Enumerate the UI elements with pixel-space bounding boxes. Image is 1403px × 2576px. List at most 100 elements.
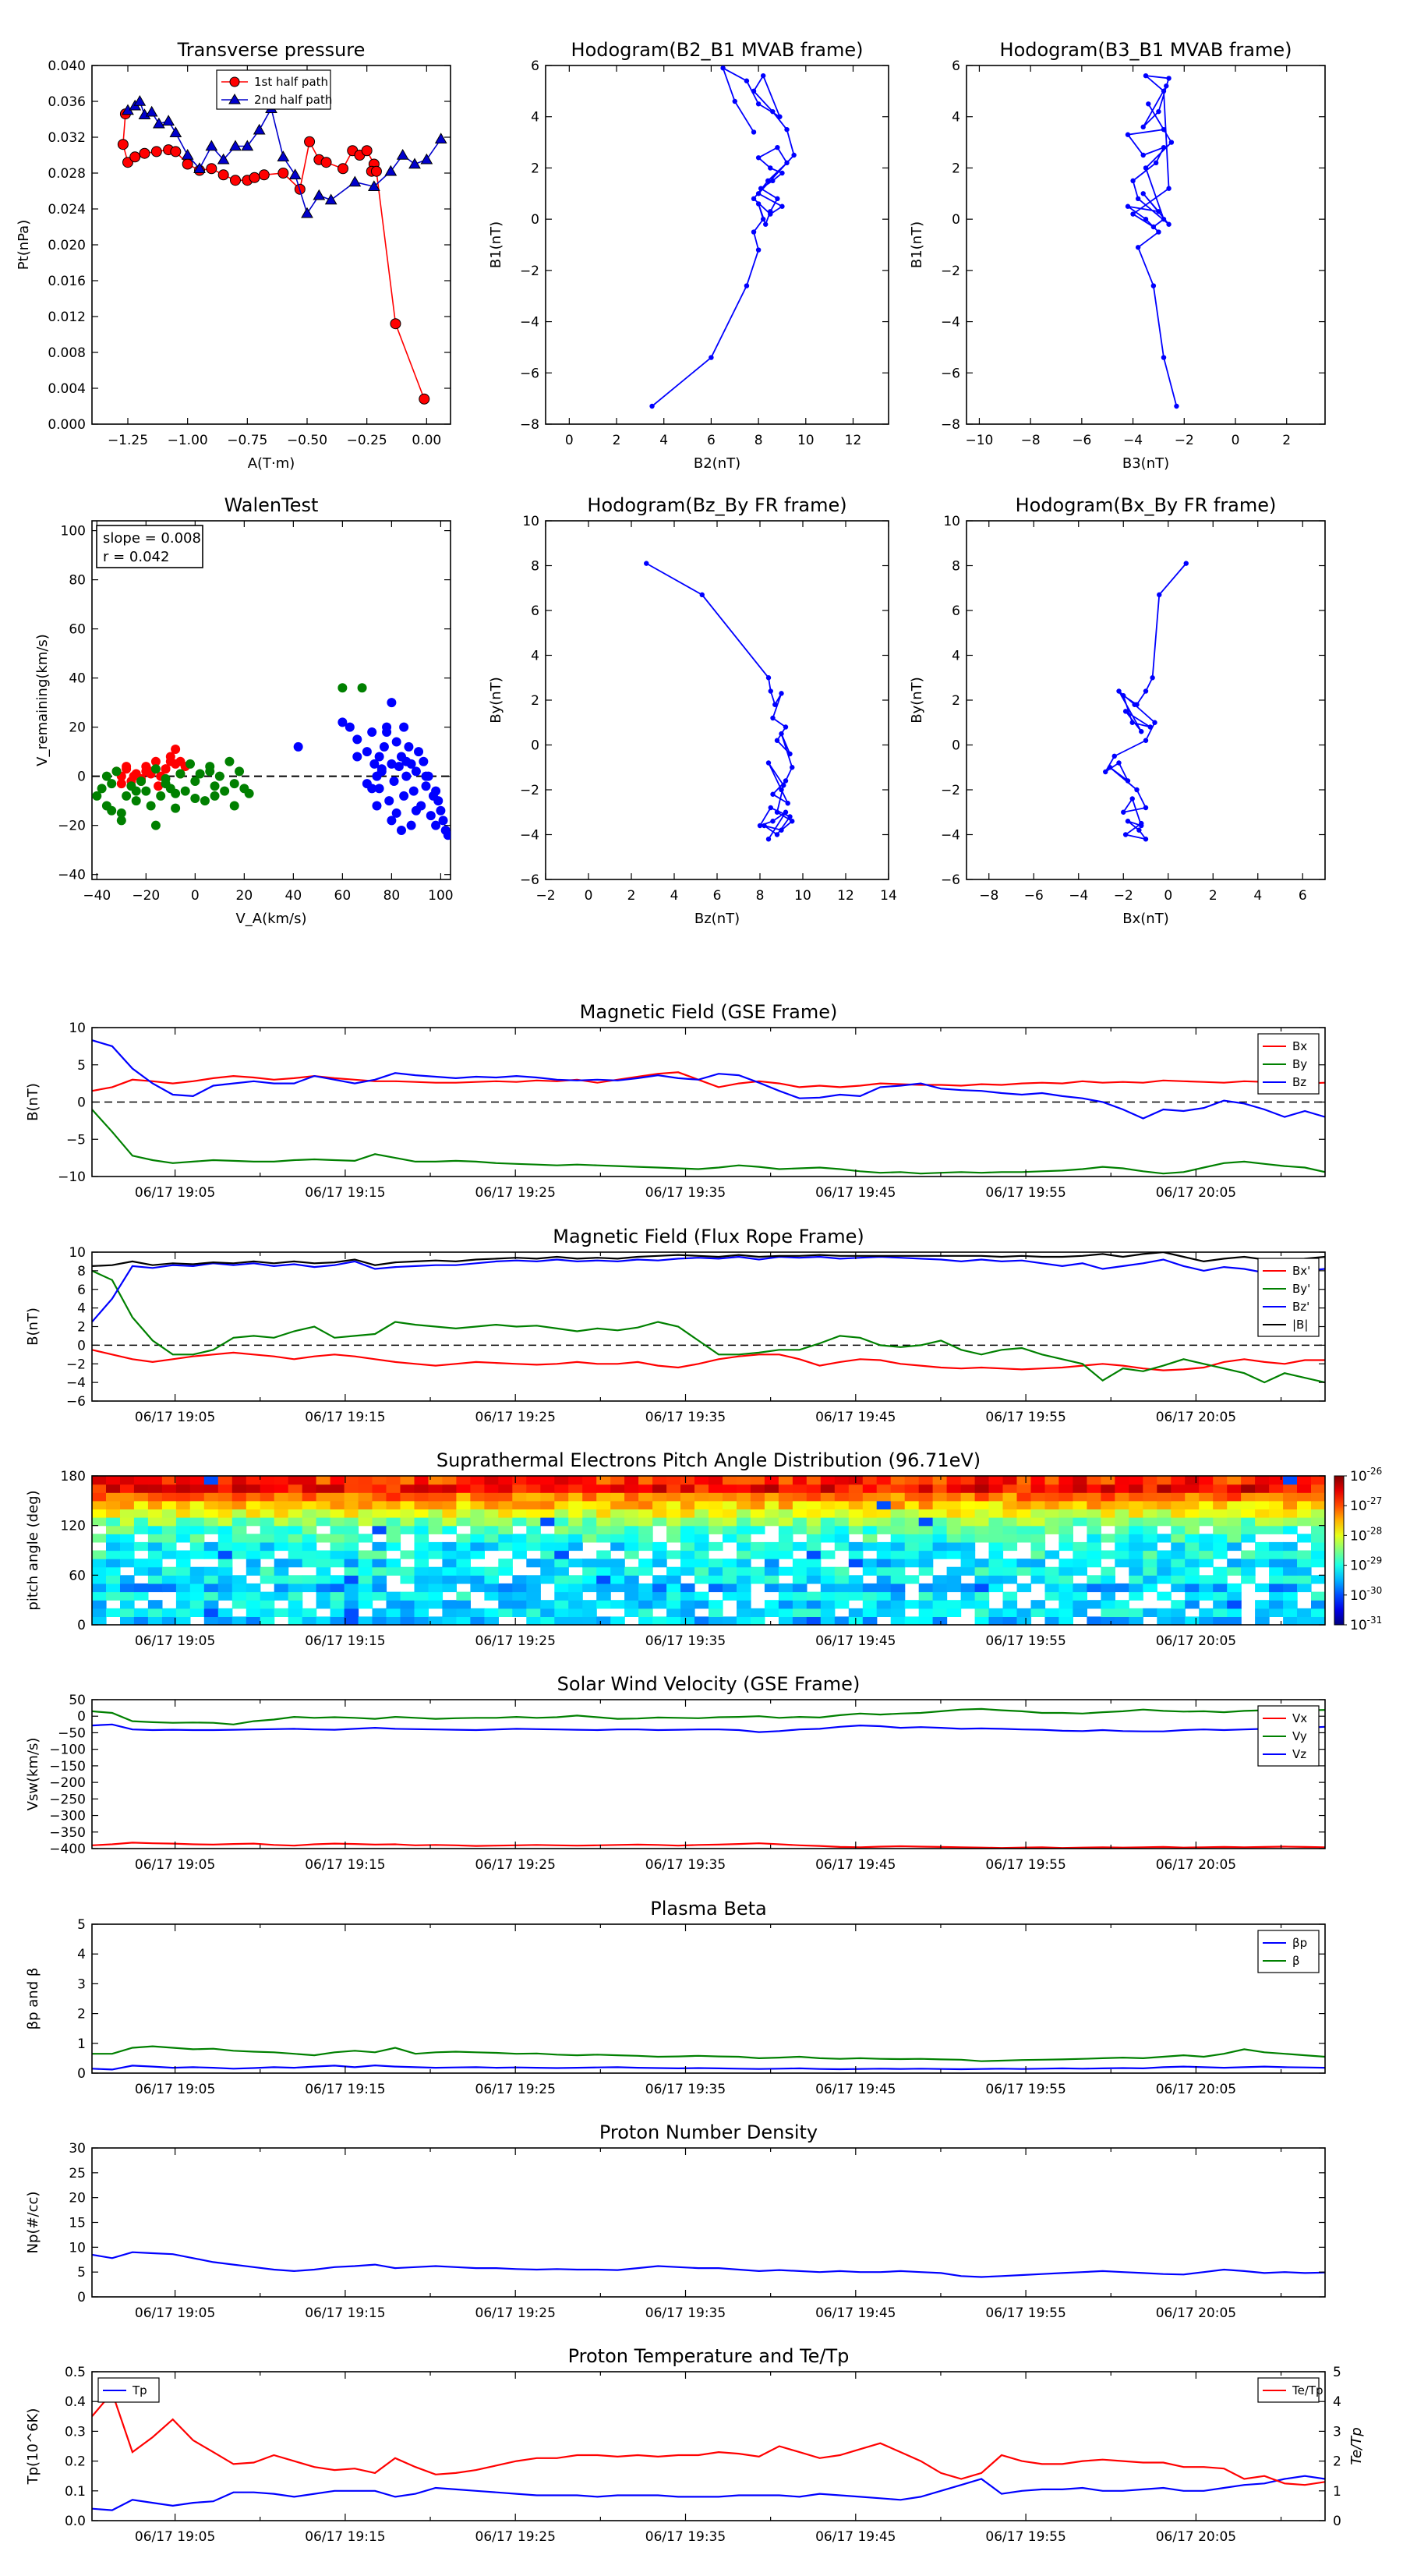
heatmap-cell bbox=[175, 1525, 191, 1534]
data-point bbox=[367, 727, 377, 737]
heatmap-cell bbox=[106, 1484, 121, 1493]
heatmap-cell bbox=[120, 1509, 135, 1518]
y-tick-label: −4 bbox=[66, 1375, 86, 1391]
heatmap-cell bbox=[288, 1600, 303, 1609]
heatmap-cell bbox=[512, 1550, 527, 1559]
heatmap-cell bbox=[1073, 1608, 1087, 1617]
series-line-tp bbox=[92, 2475, 1325, 2511]
y-tick-label: 0.016 bbox=[48, 274, 86, 289]
heatmap-cell bbox=[1311, 1525, 1325, 1534]
data-point bbox=[129, 771, 139, 781]
x-tick-label: 0 bbox=[1232, 433, 1240, 448]
heatmap-cell bbox=[1101, 1600, 1115, 1609]
heatmap-cell bbox=[554, 1583, 569, 1593]
heatmap-cell bbox=[960, 1566, 976, 1576]
heatmap-cell bbox=[217, 1500, 233, 1509]
data-point bbox=[369, 759, 380, 769]
heatmap-cell bbox=[1044, 1591, 1060, 1601]
heatmap-cell bbox=[358, 1566, 373, 1576]
data-point bbox=[205, 140, 218, 151]
heatmap-cell bbox=[834, 1534, 850, 1543]
heatmap-cell bbox=[988, 1500, 1004, 1509]
heatmap-cell bbox=[288, 1550, 303, 1559]
heatmap-cell bbox=[666, 1500, 681, 1509]
y-tick-label: 0 bbox=[952, 738, 960, 754]
heatmap-cell bbox=[344, 1559, 359, 1568]
heatmap-cell bbox=[960, 1476, 976, 1485]
data-point bbox=[337, 163, 348, 175]
heatmap-cell bbox=[1297, 1566, 1312, 1576]
heatmap-cell bbox=[147, 1550, 163, 1559]
heatmap-cell bbox=[876, 1583, 892, 1593]
heatmap-cell bbox=[442, 1566, 457, 1576]
x-tick-label: −2 bbox=[535, 888, 555, 904]
heatmap-cell bbox=[554, 1500, 569, 1509]
heatmap-cell bbox=[1115, 1476, 1129, 1485]
heatmap-cell bbox=[960, 1500, 976, 1509]
y-tick-label: −8 bbox=[520, 417, 539, 433]
heatmap-cell bbox=[988, 1534, 1004, 1543]
heatmap-cell bbox=[554, 1559, 569, 1568]
chart-title: Proton Temperature and Te/Tp bbox=[568, 2345, 850, 2367]
heatmap-cell bbox=[120, 1517, 135, 1527]
data-point bbox=[774, 809, 780, 815]
heatmap-cell bbox=[624, 1541, 639, 1552]
legend-label: 1st half path bbox=[254, 75, 328, 89]
heatmap-cell bbox=[316, 1566, 331, 1576]
data-point bbox=[770, 178, 776, 184]
heatmap-cell bbox=[106, 1550, 121, 1559]
heatmap-cell bbox=[147, 1559, 163, 1568]
colorbar-tick-label: 10-29 bbox=[1350, 1555, 1382, 1574]
heatmap-cell bbox=[316, 1550, 331, 1559]
data-point bbox=[313, 189, 326, 200]
heatmap-cell bbox=[372, 1616, 387, 1625]
heatmap-cell bbox=[92, 1476, 107, 1485]
x-tick-label: −8 bbox=[979, 888, 998, 904]
heatmap-cell bbox=[1171, 1484, 1186, 1493]
heatmap-cell bbox=[1101, 1476, 1115, 1485]
heatmap-cell bbox=[568, 1559, 583, 1568]
heatmap-cell bbox=[624, 1525, 639, 1534]
heatmap-cell bbox=[904, 1541, 920, 1552]
chart-title: Hodogram(Bz_By FR frame) bbox=[587, 494, 846, 516]
y-axis-label: Pt(nPa) bbox=[16, 220, 32, 270]
heatmap-cell bbox=[470, 1500, 485, 1509]
data-point bbox=[1183, 561, 1189, 566]
chart-h4: Hodogram(Bx_By FR frame)−8 −6 −4 −2 0 2 4 6−6−4… bbox=[909, 494, 1326, 927]
data-point bbox=[186, 759, 196, 769]
y-tick-label: 0 bbox=[77, 2290, 86, 2305]
y-tick-label: 10 bbox=[69, 2240, 86, 2256]
heatmap-cell bbox=[540, 1575, 555, 1584]
x-tick-label: 06/17 20:05 bbox=[1156, 1410, 1236, 1425]
heatmap-cell bbox=[260, 1484, 275, 1493]
x-tick-label: 06/17 19:05 bbox=[135, 2082, 215, 2097]
heatmap-cell bbox=[203, 1517, 219, 1527]
heatmap-cell bbox=[217, 1616, 233, 1625]
heatmap-cell bbox=[582, 1484, 597, 1493]
x-tick-label: 06/17 19:55 bbox=[985, 1633, 1066, 1649]
heatmap-cell bbox=[217, 1517, 233, 1527]
heatmap-cell bbox=[890, 1492, 906, 1502]
heatmap-cell bbox=[1255, 1583, 1270, 1593]
heatmap-cell bbox=[652, 1476, 667, 1485]
x-tick-label: 4 bbox=[659, 433, 668, 448]
heatmap-cell bbox=[610, 1559, 625, 1568]
heatmap-cell bbox=[1002, 1476, 1018, 1485]
heatmap-cell bbox=[596, 1616, 611, 1625]
data-point bbox=[107, 779, 117, 789]
heatmap-cell bbox=[1101, 1509, 1115, 1518]
heatmap-cell bbox=[764, 1500, 779, 1509]
heatmap-cell bbox=[175, 1566, 191, 1576]
data-point bbox=[755, 155, 762, 161]
heatmap-cell bbox=[652, 1509, 667, 1518]
heatmap-cell bbox=[554, 1566, 569, 1576]
heatmap-cell bbox=[1227, 1616, 1242, 1625]
heatmap-cell bbox=[680, 1476, 695, 1485]
heatmap-cell bbox=[568, 1541, 583, 1552]
x-tick-label: 8 bbox=[756, 888, 765, 904]
heatmap-cell bbox=[414, 1559, 429, 1568]
heatmap-cell bbox=[723, 1616, 737, 1625]
heatmap-cell bbox=[260, 1525, 275, 1534]
heatmap-cell bbox=[709, 1575, 723, 1584]
heatmap-cell bbox=[568, 1492, 583, 1502]
